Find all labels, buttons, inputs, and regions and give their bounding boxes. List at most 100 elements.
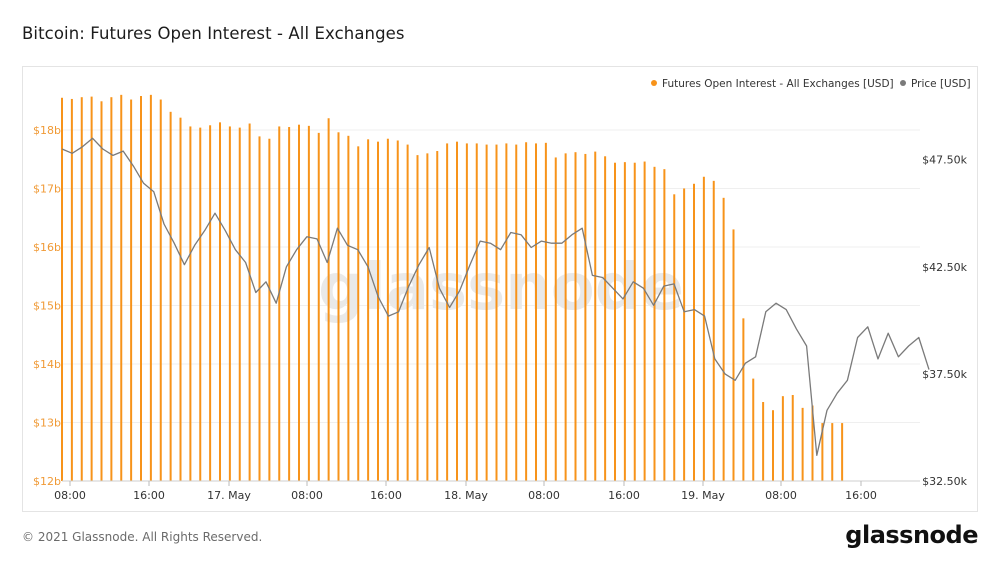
open-interest-bar [772,410,774,481]
open-interest-bar [535,143,537,482]
chart-title: Bitcoin: Futures Open Interest - All Exc… [22,24,405,43]
open-interest-bar [564,153,567,481]
left-axis-tick-label: $14b [33,358,61,371]
open-interest-bar [456,141,458,481]
open-interest-bar [169,111,172,482]
open-interest-bar [199,127,202,481]
watermark: glassnode [318,251,684,325]
open-interest-bar [219,122,221,482]
open-interest-bar [179,117,182,482]
open-interest-bar [317,132,320,481]
open-interest-bar [604,156,607,482]
brand-logo: glassnode [845,521,978,549]
left-axis-tick-label: $16b [33,241,61,254]
open-interest-bar [663,169,666,481]
chart-svg: glassnode $12b $13b $14b $15b $16b $17b $18b $3… [33,78,971,502]
open-interest-bar [140,96,142,481]
open-interest-bar [722,197,725,481]
open-interest-bar [821,423,824,481]
open-interest-bar [377,141,379,481]
open-interest-bar [762,402,765,481]
open-interest-bar [357,146,360,481]
x-axis-tick-label: 19. May [681,489,725,502]
legend-label-open-interest[interactable]: Futures Open Interest - All Exchanges [U… [662,78,894,90]
open-interest-bar [614,162,616,481]
x-axis-tick-label: 16:00 [845,489,877,502]
open-interest-bar [742,318,745,481]
open-interest-bar [525,142,528,481]
open-interest-bar [584,153,587,481]
open-interest-bar [90,96,93,482]
x-axis-tick-label: 16:00 [608,489,640,502]
open-interest-bar [643,161,646,481]
x-axis-tick-label: 08:00 [54,489,86,502]
open-interest-bar [228,126,231,482]
open-interest-bar [268,138,271,481]
x-axis-tick-label: 16:00 [370,489,402,502]
right-axis-tick-label: $37.50k [922,368,967,381]
open-interest-bar [288,127,291,481]
open-interest-bar [327,118,330,482]
open-interest-bar [752,378,755,481]
open-interest-bar [130,99,133,481]
open-interest-bar [831,423,834,481]
left-axis-tick-label: $13b [33,416,61,429]
right-axis-tick-label: $42.50k [922,261,967,274]
open-interest-bar [505,143,508,482]
open-interest-bar [189,126,192,482]
open-interest-bar [633,162,636,481]
open-interest-bar [278,126,281,482]
open-interest-bar [811,405,814,481]
x-axis-tick-label: 18. May [444,489,488,502]
open-interest-bar [653,166,656,481]
open-interest-bar [307,125,310,481]
open-interest-bar [693,183,695,481]
open-interest-bar [485,144,488,481]
open-interest-bar [732,229,735,481]
open-interest-bar [801,407,804,481]
legend-dot-open-interest [651,80,657,86]
open-interest-bar [337,132,340,481]
right-axis-tick-label: $32.50k [922,475,967,488]
left-axis-tick-label: $15b [33,299,61,312]
open-interest-bar [258,136,261,481]
left-axis-tick-label: $18b [33,124,61,137]
open-interest-bar [238,127,241,481]
x-axis-tick-label: 08:00 [765,489,797,502]
open-interest-bar [673,194,676,482]
open-interest-bar [594,151,597,482]
x-axis-tick-label: 08:00 [528,489,560,502]
legend-label-price[interactable]: Price [USD] [911,78,971,90]
open-interest-bar [554,157,557,481]
open-interest-bar [702,176,705,481]
axes: $12b $13b $14b $15b $16b $17b $18b $32.50k $37.5… [33,124,968,502]
right-axis-tick-label: $47.50k [922,154,967,167]
open-interest-bar [149,94,152,482]
line-series [61,137,930,456]
open-interest-bar [100,101,103,482]
x-axis-tick-label: 08:00 [291,489,323,502]
open-interest-bar [347,135,350,481]
open-interest-bar [416,155,419,481]
open-interest-bar [386,138,389,481]
open-interest-bar [61,97,63,481]
open-interest-bar [396,140,399,481]
open-interest-bar [80,97,83,481]
open-interest-bar [475,143,478,482]
legend: Futures Open Interest - All Exchanges [U… [651,78,971,90]
chart-frame: glassnode $12b $13b $14b $15b $16b $17b $18b $3… [22,66,978,512]
open-interest-bar [436,151,439,481]
gridlines [62,129,920,482]
open-interest-bar [623,162,626,481]
open-interest-bar [712,180,715,481]
open-interest-bar [495,144,498,481]
open-interest-bar [367,139,370,482]
open-interest-bar [791,394,794,481]
open-interest-bar [209,125,212,481]
open-interest-bar [841,423,844,481]
x-axis-tick-label: 17. May [207,489,251,502]
open-interest-bar [298,124,300,482]
x-axis-tick-label: 16:00 [133,489,165,502]
left-axis-tick-label: $12b [33,475,61,488]
open-interest-bar [406,144,409,481]
